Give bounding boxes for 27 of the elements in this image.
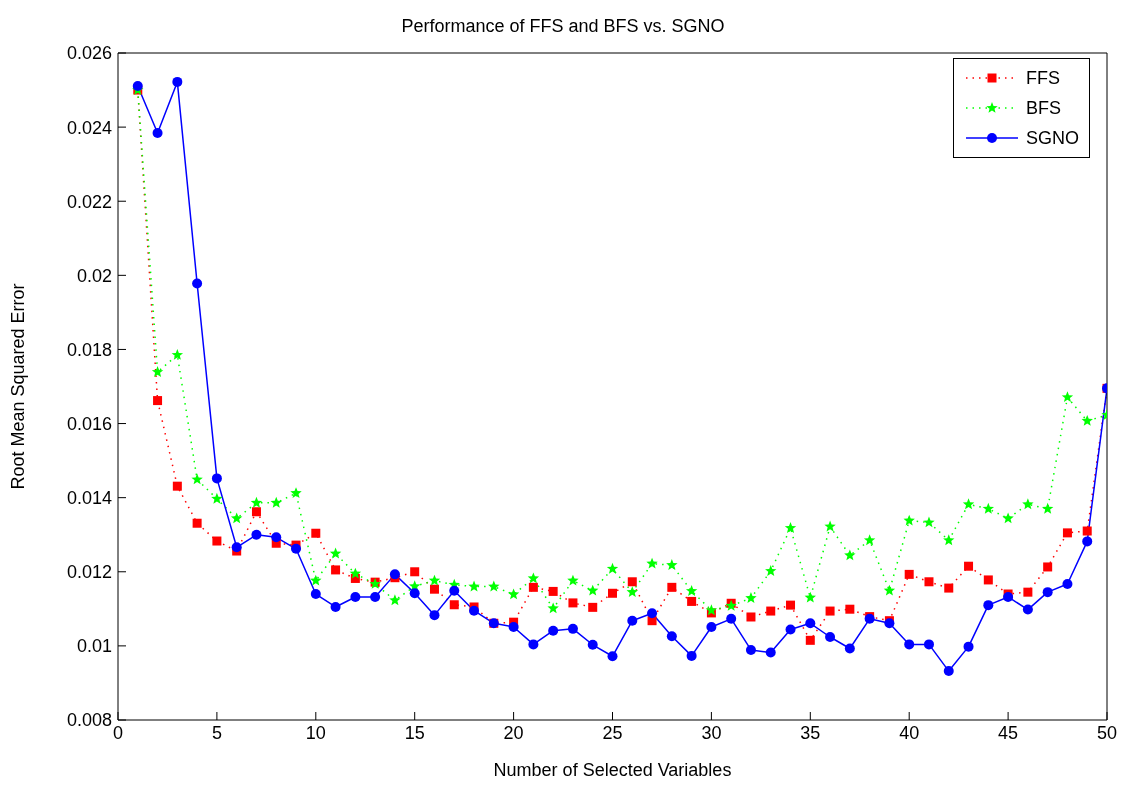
x-tick-label: 45 (998, 722, 1019, 743)
legend-label: SGNO (1025, 127, 1079, 149)
y-tick-label: 0.026 (66, 43, 112, 64)
x-tick-label: 15 (404, 722, 425, 743)
x-tick-label: 20 (503, 722, 524, 743)
legend-label: FFS (1025, 67, 1060, 89)
y-tick-label: 0.024 (66, 117, 112, 138)
x-tick-label: 40 (899, 722, 920, 743)
y-tick-label: 0.02 (76, 265, 112, 286)
x-tick-label: 10 (305, 722, 326, 743)
y-tick-label: 0.022 (66, 191, 112, 212)
x-tick-label: 25 (602, 722, 623, 743)
x-tick-label: 5 (211, 722, 222, 743)
y-tick-label: 0.012 (66, 562, 112, 583)
y-tick-label: 0.016 (66, 413, 112, 434)
y-tick-label: 0.014 (66, 488, 112, 509)
y-tick-label: 0.01 (76, 636, 112, 657)
x-axis-title: Number of Selected Variables (493, 760, 732, 780)
y-tick-label: 0.018 (66, 339, 112, 360)
x-tick-label: 30 (701, 722, 722, 743)
x-tick-label: 0 (112, 722, 124, 743)
y-axis-title: Root Mean Squared Error (8, 283, 29, 490)
x-tick-label: 35 (800, 722, 821, 743)
chart-title: Performance of FFS and BFS vs. SGNO (400, 16, 726, 37)
x-tick-label: 50 (1096, 722, 1118, 743)
y-tick-label: 0.008 (66, 710, 112, 731)
legend-label: BFS (1025, 97, 1061, 119)
